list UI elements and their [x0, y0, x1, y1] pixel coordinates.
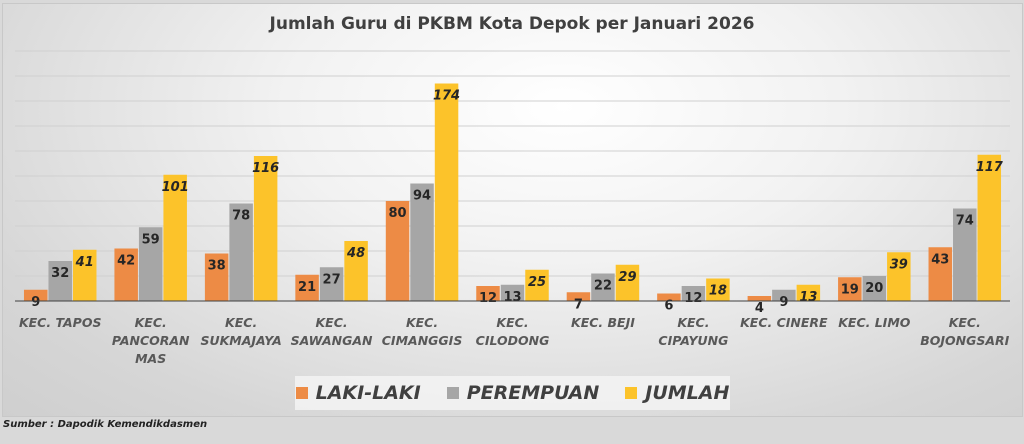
bar-jumlah [706, 278, 730, 301]
legend-swatch [625, 387, 638, 399]
bar-jumlah [253, 156, 278, 301]
bar-laki-laki [385, 201, 410, 301]
legend-item: LAKI-LAKI [295, 382, 421, 404]
bar-jumlah [72, 249, 97, 301]
data-label: 80 [388, 206, 406, 221]
data-label: 74 [956, 214, 974, 229]
bar-perempuan [953, 208, 977, 301]
source-note: Sumber : Dapodik Kemendikdasmen [3, 419, 208, 430]
data-label: 38 [208, 259, 226, 274]
chart-title: Jumlah Guru di PKBM Kota Depok per Janua… [269, 14, 755, 34]
legend-label: LAKI-LAKI [315, 382, 421, 404]
bar-jumlah [977, 154, 1002, 301]
data-label: 116 [252, 161, 279, 176]
legend-label: PEREMPUAN [466, 382, 600, 404]
bar-jumlah [344, 241, 368, 301]
data-label: 94 [413, 189, 431, 204]
bar-jumlah [525, 269, 549, 301]
data-label: 18 [709, 284, 727, 299]
legend-item: PEREMPUAN [446, 382, 600, 404]
data-label: 12 [479, 291, 497, 306]
data-label: 19 [841, 282, 859, 297]
legend-swatch [295, 387, 308, 399]
category-label: SUKMAJAYA [200, 333, 281, 348]
bar-laki-laki [747, 296, 772, 301]
bar-laki-laki [476, 286, 500, 301]
bar-perempuan [229, 203, 253, 301]
data-label: 12 [684, 291, 702, 306]
bar-jumlah [615, 264, 640, 301]
data-label: 22 [594, 279, 612, 294]
bar-perempuan [681, 286, 706, 301]
bar-perempuan [500, 284, 525, 301]
category-label: KEC. LIMO [838, 315, 911, 330]
category-label: KEC. [316, 315, 348, 330]
bar-laki-laki [566, 292, 591, 301]
data-label: 4 [755, 301, 764, 316]
legend-swatch [446, 387, 459, 399]
category-label: CIPAYUNG [658, 333, 728, 348]
data-label: 39 [890, 257, 908, 272]
category-label: KEC. [225, 315, 257, 330]
data-label: 29 [618, 270, 636, 285]
bar-laki-laki [295, 274, 319, 301]
data-label: 9 [31, 295, 40, 310]
bar-jumlah [163, 174, 187, 301]
bar-laki-laki [114, 248, 138, 301]
bar-laki-laki [23, 289, 48, 301]
data-label: 41 [75, 255, 94, 270]
bar-laki-laki [204, 253, 229, 301]
bar-perempuan [319, 267, 344, 301]
bar-perempuan [862, 276, 887, 301]
bar-laki-laki [657, 293, 681, 301]
legend-item: JUMLAH [625, 382, 729, 404]
category-label: KEC. [949, 315, 981, 330]
data-label: 9 [779, 295, 788, 310]
data-label: 20 [865, 281, 883, 296]
data-label: 7 [574, 297, 583, 312]
data-label: 6 [664, 299, 673, 314]
category-label: CILODONG [476, 333, 550, 348]
bar-perempuan [48, 261, 72, 301]
category-label: BOJONGSARI [920, 333, 1009, 348]
data-label: 25 [528, 275, 546, 290]
category-label: PANCORAN [112, 333, 190, 348]
data-label: 27 [323, 272, 341, 287]
bar-jumlah [887, 252, 911, 301]
legend: LAKI-LAKI PEREMPUAN JUMLAH [295, 376, 730, 410]
category-label: MAS [135, 351, 166, 366]
bar-perempuan [410, 183, 434, 301]
bar-jumlah [796, 284, 821, 301]
data-label: 42 [117, 254, 135, 269]
data-label: 174 [433, 89, 460, 104]
bar-perempuan [772, 289, 796, 301]
data-label: 48 [346, 246, 365, 261]
category-label: KEC. BEJI [571, 315, 635, 330]
data-label: 32 [51, 266, 69, 281]
bar-perempuan [591, 273, 615, 301]
data-label: 13 [503, 290, 521, 305]
category-label: KEC. [135, 315, 167, 330]
category-label: KEC. [677, 315, 709, 330]
category-label: KEC. TAPOS [19, 315, 102, 330]
bar-jumlah [434, 83, 459, 301]
data-label: 59 [142, 232, 160, 247]
data-label: 13 [799, 290, 817, 305]
legend-label: JUMLAH [645, 382, 730, 404]
bar-perempuan [138, 227, 163, 301]
bar-laki-laki [838, 277, 862, 301]
category-label: SAWANGAN [291, 333, 373, 348]
category-label: KEC. CINERE [740, 315, 828, 330]
category-label: CIMANGGIS [382, 333, 463, 348]
data-label: 43 [931, 252, 949, 267]
data-label: 21 [298, 280, 316, 295]
data-label: 101 [162, 180, 189, 195]
category-label: KEC. [406, 315, 438, 330]
bar-laki-laki [928, 247, 953, 301]
category-label: KEC. [496, 315, 528, 330]
data-label: 117 [976, 160, 1004, 175]
data-label: 78 [232, 209, 250, 224]
